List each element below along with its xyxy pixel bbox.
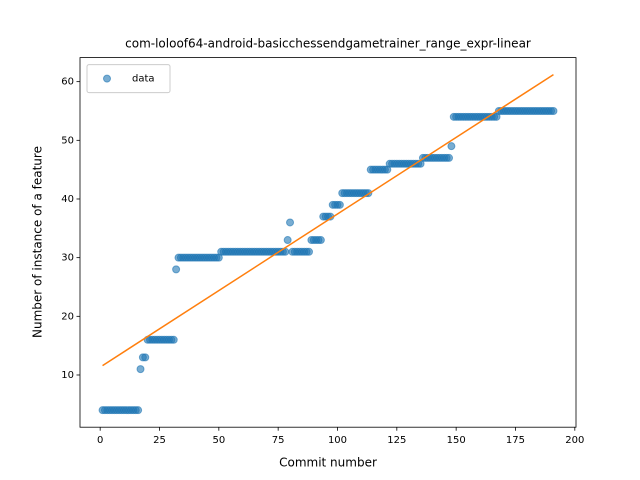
x-tick-label: 25 — [153, 435, 166, 446]
data-point — [305, 247, 314, 256]
data-point — [172, 265, 181, 274]
data-point — [136, 365, 145, 374]
y-tick-label: 30 — [61, 253, 74, 264]
plot-frame — [79, 57, 577, 428]
x-tick-label: 100 — [328, 435, 347, 446]
y-tick-label: 60 — [61, 77, 74, 88]
y-tick-label: 40 — [61, 194, 74, 205]
y-tick-label: 20 — [61, 311, 74, 322]
x-tick-label: 125 — [387, 435, 406, 446]
fit-line — [102, 73, 554, 367]
data-point — [134, 406, 143, 415]
x-tick-label: 150 — [447, 435, 466, 446]
y-tick-label: 50 — [61, 135, 74, 146]
y-tick-label: 10 — [61, 370, 74, 381]
chart-title: com-loloof64-android-basicchessendgametr… — [125, 37, 531, 51]
data-point — [286, 218, 295, 227]
x-tick-label: 75 — [272, 435, 285, 446]
x-tick-label: 200 — [565, 435, 584, 446]
data-point — [283, 236, 292, 245]
legend-label: data — [132, 74, 155, 85]
legend-marker — [103, 74, 111, 83]
legend-box — [86, 64, 171, 94]
x-tick-label: 0 — [97, 435, 103, 446]
data-point — [335, 200, 344, 209]
x-tick-label: 175 — [506, 435, 525, 446]
x-tick-label: 50 — [212, 435, 225, 446]
data-point — [169, 335, 178, 344]
data-point — [447, 142, 456, 151]
data-point — [316, 236, 325, 245]
data-point — [549, 106, 558, 115]
y-axis-label: Number of instance of a feature — [31, 146, 45, 338]
x-axis-label: Commit number — [279, 456, 377, 470]
data-point — [141, 353, 150, 362]
data-point — [445, 153, 454, 162]
